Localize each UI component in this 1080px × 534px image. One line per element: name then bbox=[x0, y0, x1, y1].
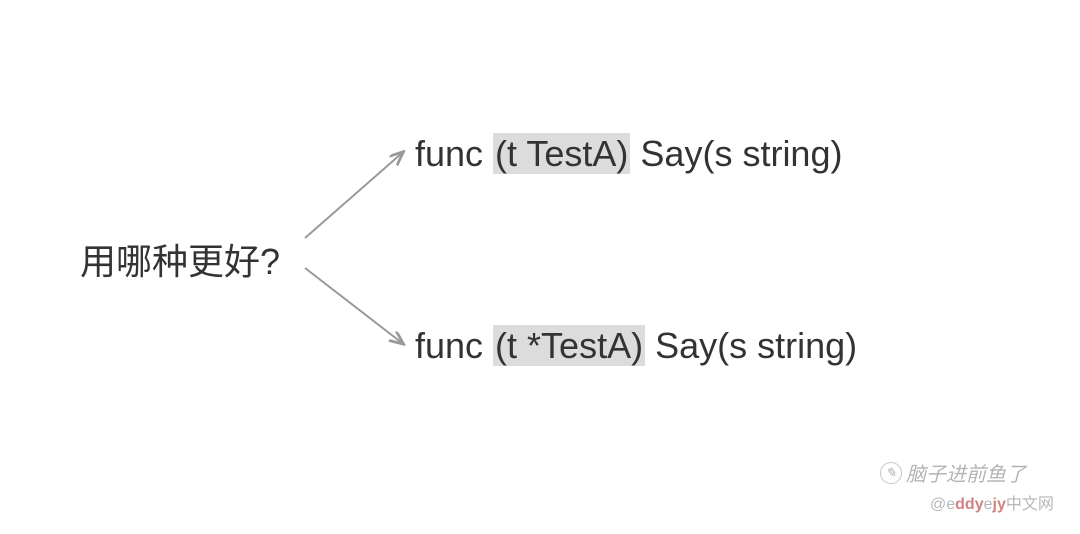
watermark-site: @eddyejy中文网 bbox=[930, 490, 1054, 514]
arrows-svg bbox=[0, 0, 1080, 534]
wm2-prefix: @e bbox=[930, 496, 955, 513]
wm2-red2: jy bbox=[993, 496, 1006, 513]
watermark-text: 脑子进前鱼了 bbox=[906, 458, 1026, 487]
wm2-mid: e bbox=[984, 496, 993, 513]
arrow-to-option-1 bbox=[305, 153, 402, 238]
watermark-author: ✎ 脑子进前鱼了 bbox=[880, 458, 1026, 487]
wm2-red1: ddy bbox=[955, 496, 983, 513]
watermark-icon: ✎ bbox=[880, 462, 902, 484]
wm2-tail: 中文网 bbox=[1006, 496, 1054, 513]
arrow-to-option-2 bbox=[305, 268, 402, 343]
